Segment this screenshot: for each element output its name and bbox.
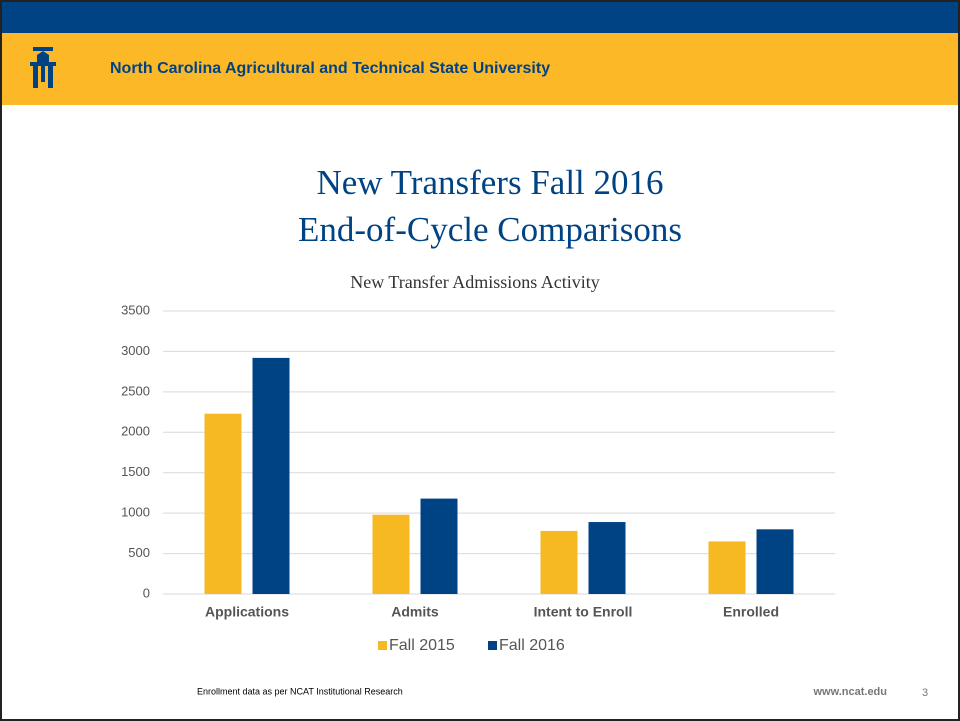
page-number: 3 bbox=[922, 687, 928, 699]
x-tick-label: Enrolled bbox=[723, 604, 779, 620]
y-tick-label: 500 bbox=[128, 545, 150, 560]
bar bbox=[756, 529, 794, 594]
slide-title: End-of-Cycle Comparisons bbox=[298, 210, 682, 249]
y-tick-label: 2000 bbox=[121, 424, 150, 439]
bar bbox=[204, 413, 242, 594]
university-name: North Carolina Agricultural and Technica… bbox=[110, 60, 550, 77]
x-tick-label: Intent to Enroll bbox=[534, 604, 633, 620]
x-tick-label: Admits bbox=[391, 604, 439, 620]
legend-label: Fall 2016 bbox=[499, 637, 565, 654]
bar bbox=[252, 357, 290, 594]
bar bbox=[372, 514, 410, 594]
y-tick-label: 3000 bbox=[121, 343, 150, 358]
y-tick-label: 0 bbox=[143, 585, 150, 600]
legend-swatch bbox=[488, 641, 497, 650]
footer-source: Enrollment data as per NCAT Institutiona… bbox=[197, 686, 403, 696]
top-bar bbox=[0, 0, 960, 33]
logo bbox=[30, 47, 56, 88]
chart-title: New Transfer Admissions Activity bbox=[350, 272, 600, 292]
y-tick-label: 1500 bbox=[121, 464, 150, 479]
bar bbox=[588, 522, 626, 594]
header-band bbox=[0, 33, 960, 105]
x-tick-label: Applications bbox=[205, 604, 289, 620]
footer-url: www.ncat.edu bbox=[812, 686, 887, 698]
y-tick-label: 1000 bbox=[121, 505, 150, 520]
bar bbox=[540, 530, 578, 594]
slide-title: New Transfers Fall 2016 bbox=[316, 163, 663, 202]
legend-swatch bbox=[378, 641, 387, 650]
bar bbox=[420, 498, 458, 594]
y-tick-label: 3500 bbox=[121, 302, 150, 317]
legend-label: Fall 2015 bbox=[389, 637, 455, 654]
bar bbox=[708, 541, 746, 594]
y-tick-label: 2500 bbox=[121, 383, 150, 398]
